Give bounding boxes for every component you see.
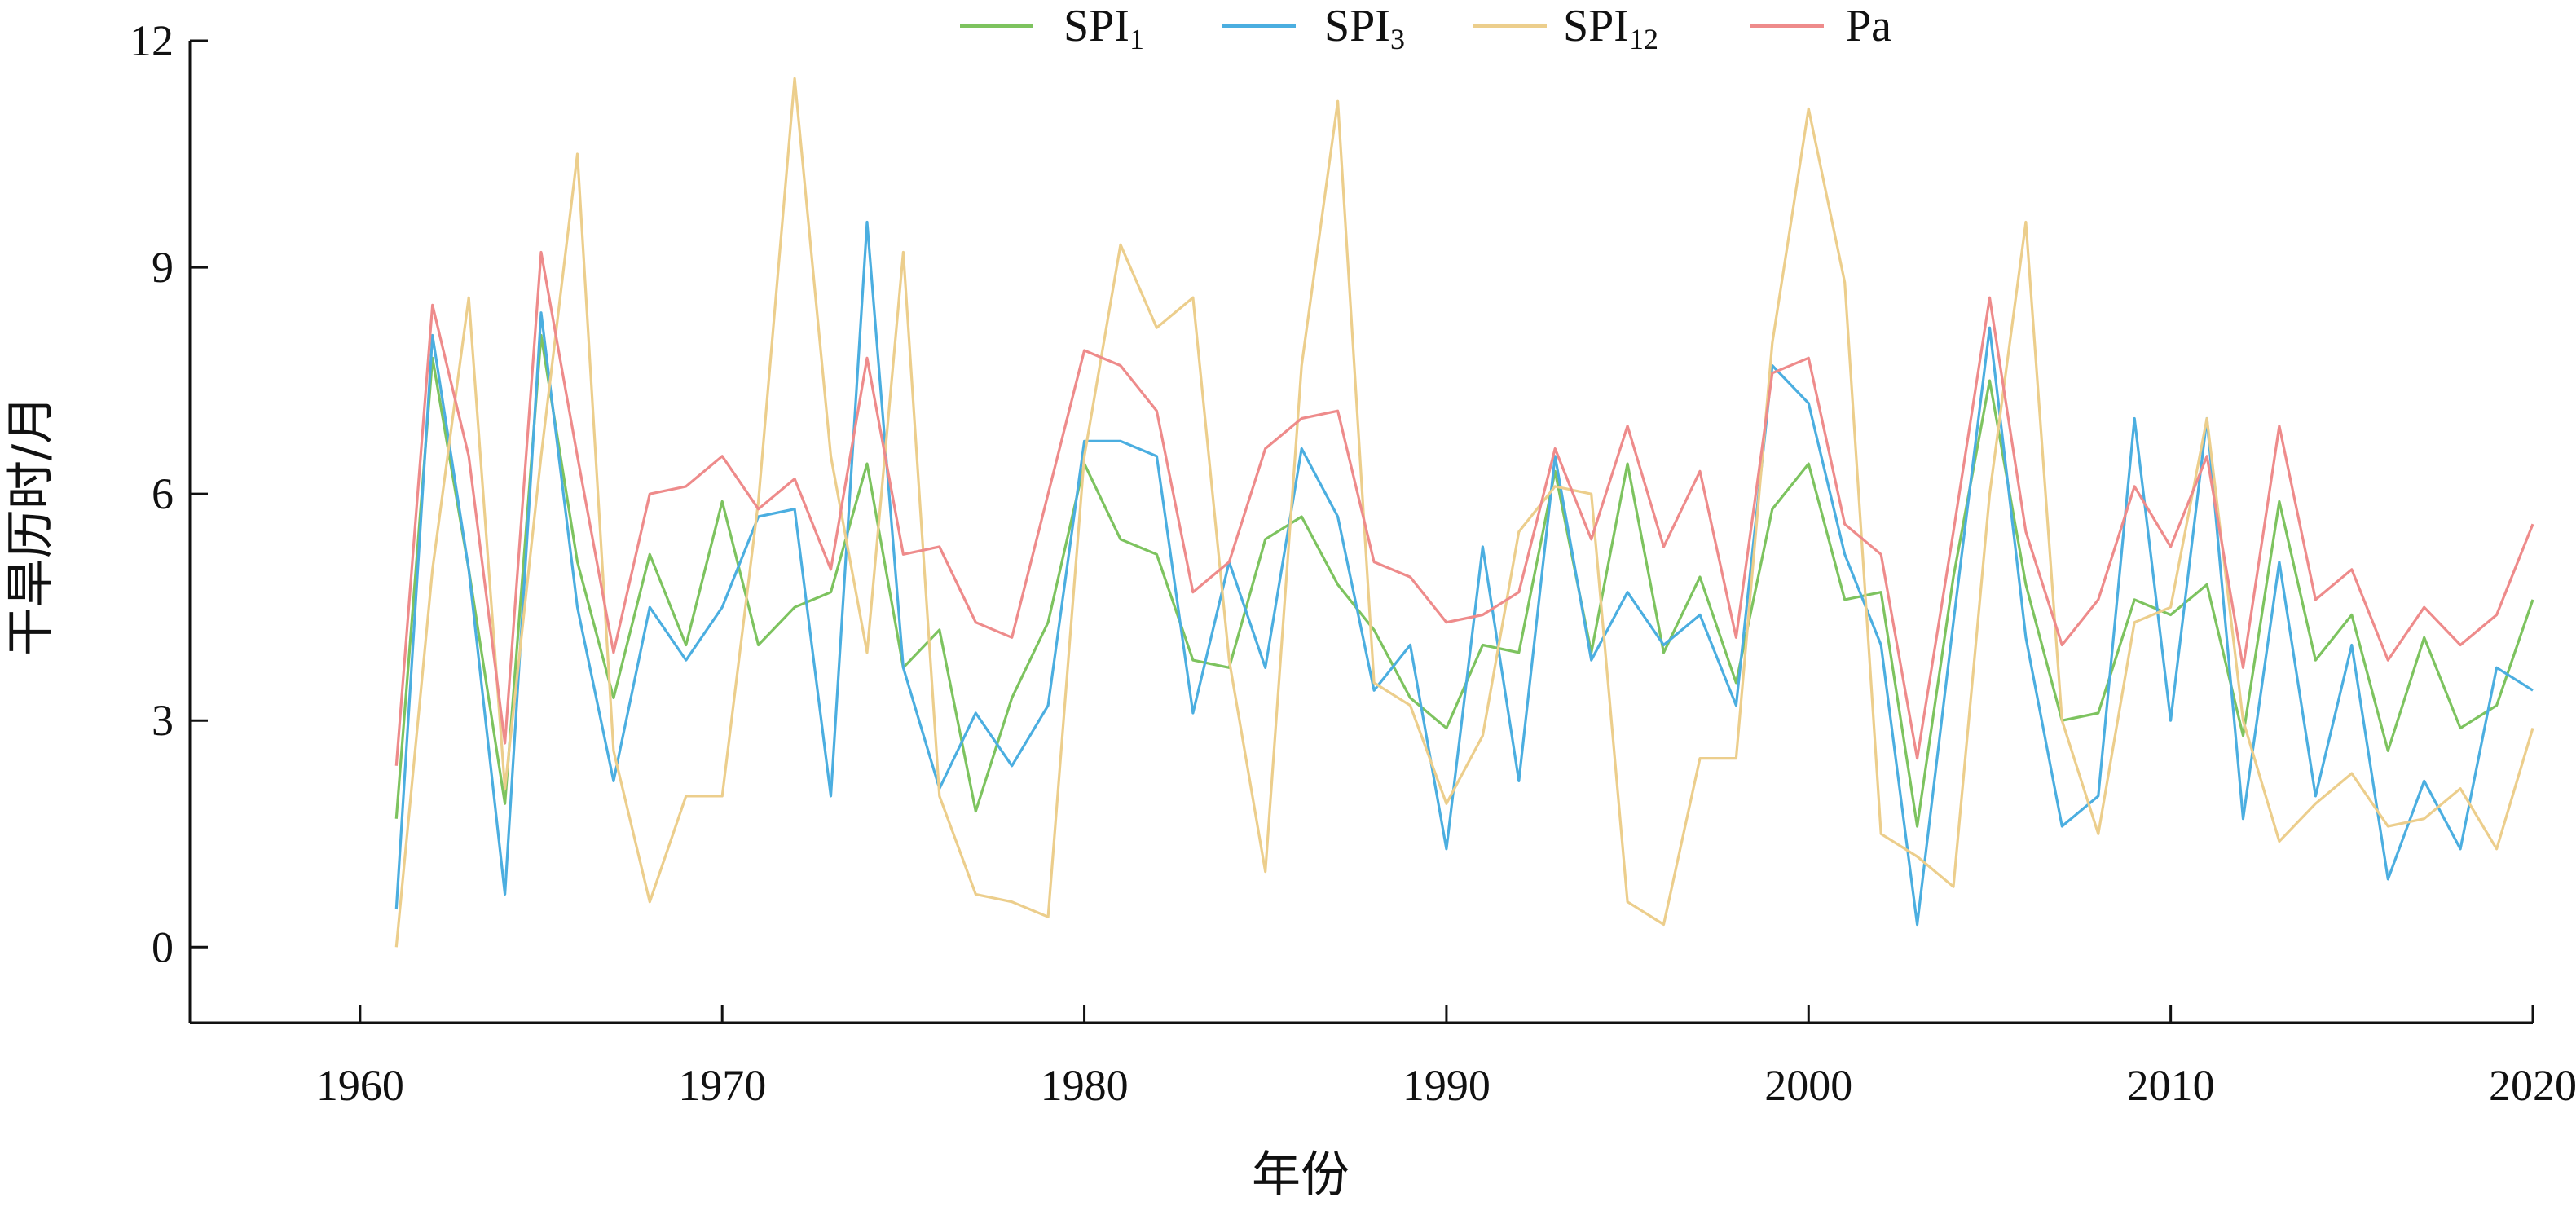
legend-label: SPI1 (1063, 1, 1144, 55)
axes: 0 3 6 9 12 1960 1970 1980 1990 2000 2010 2020 (130, 16, 2576, 1110)
legend-label: Pa (1846, 1, 1891, 51)
x-tick-label: 1970 (678, 1061, 766, 1110)
series-line-pa (394, 250, 2534, 766)
series-line-spi3 (394, 220, 2534, 927)
y-tick-label: 3 (152, 696, 174, 745)
x-tick-label: 1990 (1402, 1061, 1491, 1110)
x-tick-label: 2020 (2489, 1061, 2576, 1110)
x-tick-label: 2000 (1764, 1061, 1852, 1110)
y-tick-label: 12 (130, 16, 174, 65)
y-tick-label: 0 (152, 922, 174, 971)
series-line-spi1 (394, 333, 2534, 828)
x-tick-label: 2010 (2127, 1061, 2215, 1110)
y-tick-label: 9 (152, 243, 174, 292)
x-tick-label: 1960 (316, 1061, 404, 1110)
legend: SPI1 SPI3 SPI12 Pa (960, 1, 1891, 55)
series-line-spi12 (394, 77, 2534, 948)
legend-label: SPI3 (1324, 1, 1405, 55)
x-axis-title: 年份 (1252, 1147, 1350, 1204)
y-tick-label: 6 (152, 469, 174, 518)
legend-label: SPI12 (1563, 1, 1658, 55)
y-axis-title: 干旱历时/月 (2, 395, 59, 656)
x-tick-label: 1980 (1041, 1061, 1129, 1110)
series-lines (394, 77, 2534, 948)
